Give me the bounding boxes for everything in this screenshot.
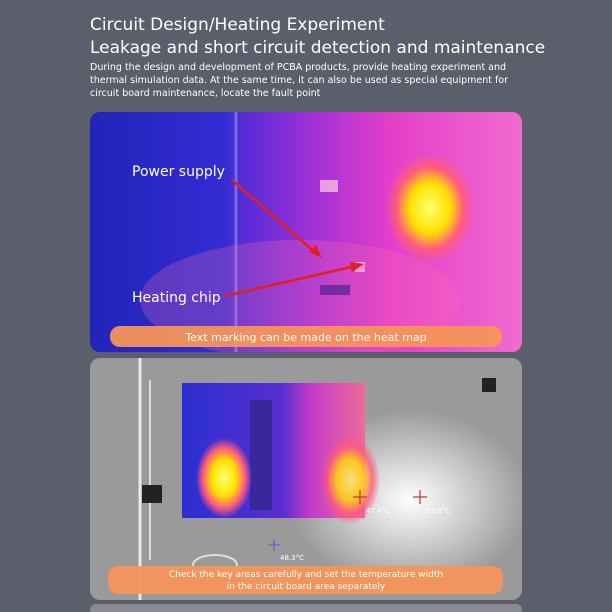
description: thermal simulation data. At the same tim…	[90, 75, 508, 86]
title: Circuit Design/Heating Experiment	[90, 15, 385, 35]
next-panel	[90, 604, 522, 612]
caption: Check the key areas carefully and set th…	[169, 570, 443, 580]
temperature: 53.0°C	[426, 507, 450, 515]
description: circuit board maintenance, locate the fa…	[90, 88, 321, 99]
caption: Text marking can be made on the heat map	[184, 331, 426, 344]
description: During the design and development of PCB…	[90, 62, 506, 73]
board-panel	[90, 358, 522, 600]
label: Power supply	[132, 164, 225, 180]
temperature: 48.3°C	[280, 554, 304, 562]
heat-map-panel	[90, 112, 522, 352]
label: Heating chip	[132, 290, 221, 306]
caption: in the circuit board area separately	[227, 582, 386, 592]
subtitle: Leakage and short circuit detection and …	[90, 38, 545, 58]
temperature: 47.4°C	[366, 507, 390, 515]
